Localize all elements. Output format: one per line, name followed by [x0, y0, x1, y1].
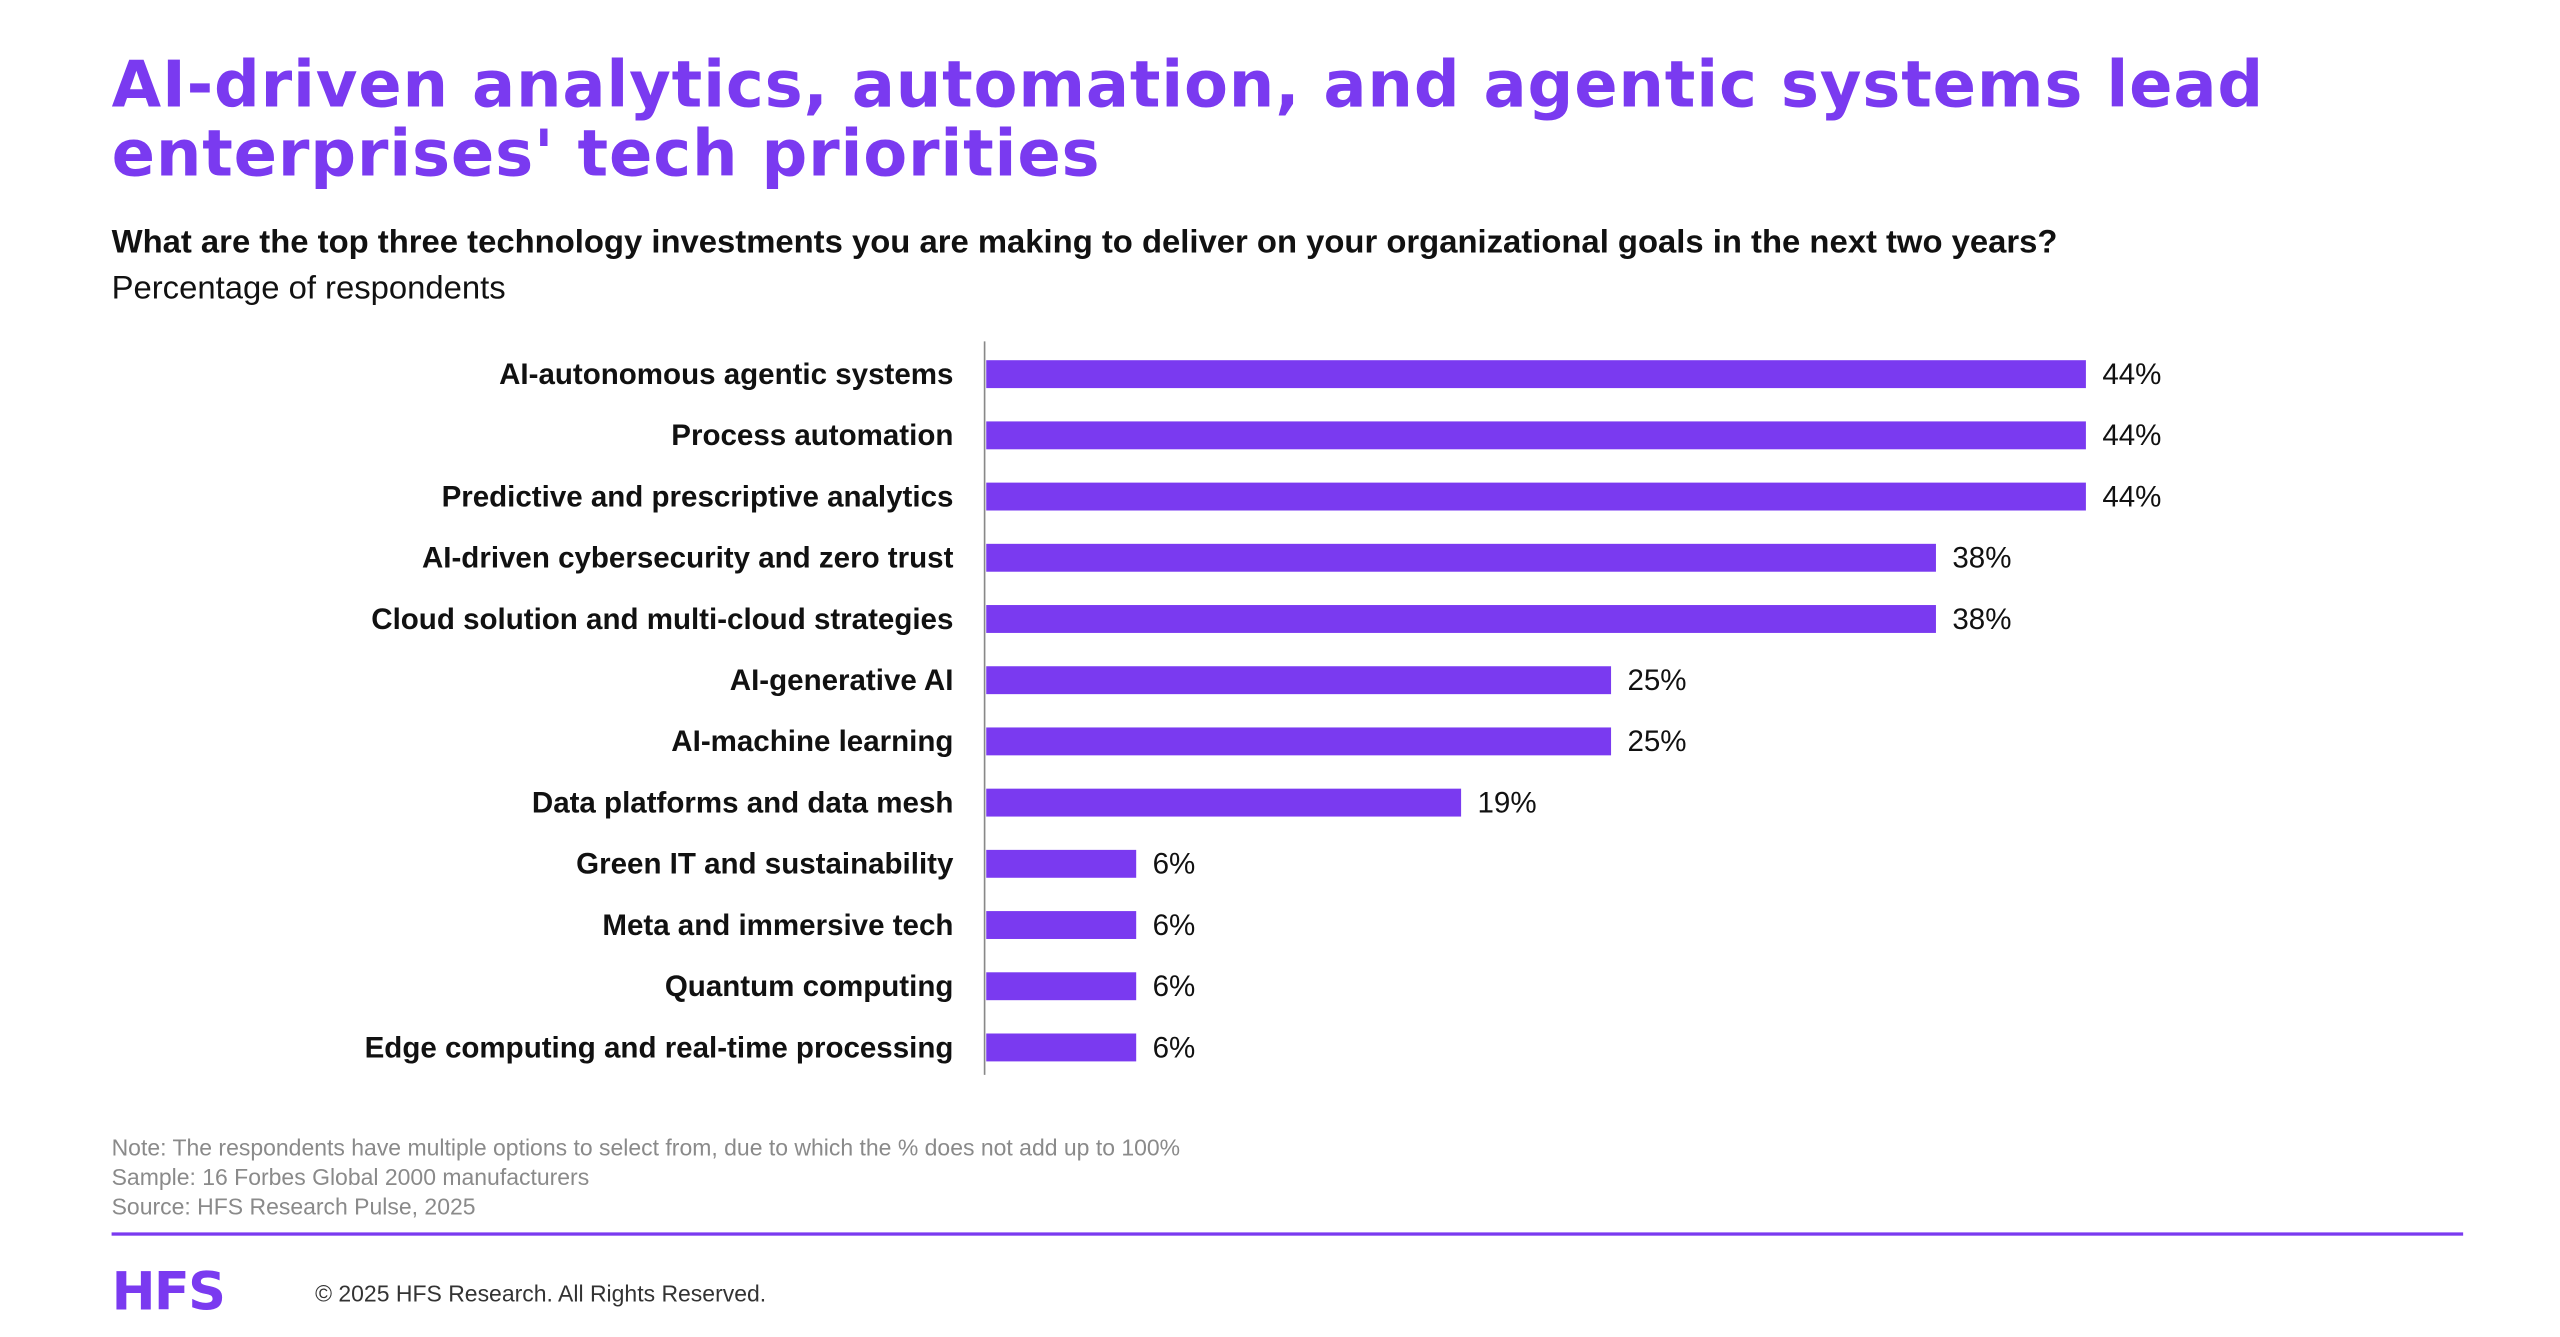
category-label: AI-machine learning [671, 725, 953, 758]
bar [986, 360, 2086, 389]
chart-subtitle: Percentage of respondents [111, 270, 506, 307]
bar [986, 911, 1137, 939]
category-label: Meta and immersive tech [602, 909, 953, 942]
value-label: 6% [1153, 970, 1196, 1003]
value-label: 44% [2102, 358, 2161, 391]
chart-question: What are the top three technology invest… [111, 224, 2058, 261]
bar [986, 421, 2086, 450]
value-label: 44% [2102, 419, 2161, 452]
value-label: 38% [1952, 603, 2011, 636]
bar [986, 727, 1612, 756]
value-label: 38% [1952, 542, 2011, 575]
category-label: AI-generative AI [730, 664, 954, 697]
bar [986, 972, 1137, 1001]
source-text: Source: HFS Research Pulse, 2025 [111, 1193, 476, 1220]
bar [986, 482, 2086, 511]
bar [986, 1033, 1137, 1062]
value-label: 25% [1627, 725, 1686, 758]
value-label: 25% [1627, 664, 1686, 697]
value-label: 19% [1478, 786, 1537, 819]
category-label: Predictive and prescriptive analytics [442, 480, 954, 513]
category-label: Process automation [671, 419, 953, 452]
footer-divider [111, 1232, 2464, 1236]
note-text: Note: The respondents have multiple opti… [111, 1133, 1181, 1161]
value-label: 6% [1153, 909, 1196, 942]
bar [986, 788, 1462, 817]
category-label: Cloud solution and multi-cloud strategie… [371, 603, 953, 636]
bar [986, 666, 1612, 695]
category-label: Data platforms and data mesh [532, 786, 954, 819]
hfs-logo: HFS [111, 1260, 226, 1323]
notes: Note: The respondents have multiple opti… [112, 1132, 1181, 1221]
copyright: © 2025 HFS Research. All Rights Reserved… [315, 1279, 767, 1307]
value-label: 6% [1153, 848, 1196, 881]
bar [986, 605, 1936, 633]
bar [986, 543, 1936, 572]
category-label: Green IT and sustainability [576, 848, 954, 881]
chart-title: AI-driven analytics, automation, and age… [111, 49, 2264, 192]
category-label: AI-autonomous agentic systems [499, 358, 953, 391]
bar [986, 849, 1137, 878]
sample-text: Sample: 16 Forbes Global 2000 manufactur… [111, 1163, 590, 1190]
category-label: Edge computing and real-time processing [365, 1031, 954, 1064]
category-label: Quantum computing [665, 970, 954, 1003]
value-label: 6% [1153, 1031, 1196, 1064]
bar-chart: AI-autonomous agentic systems 44% Process … [365, 341, 2161, 1075]
category-label: AI-driven cybersecurity and zero trust [422, 542, 954, 575]
value-label: 44% [2102, 480, 2161, 513]
